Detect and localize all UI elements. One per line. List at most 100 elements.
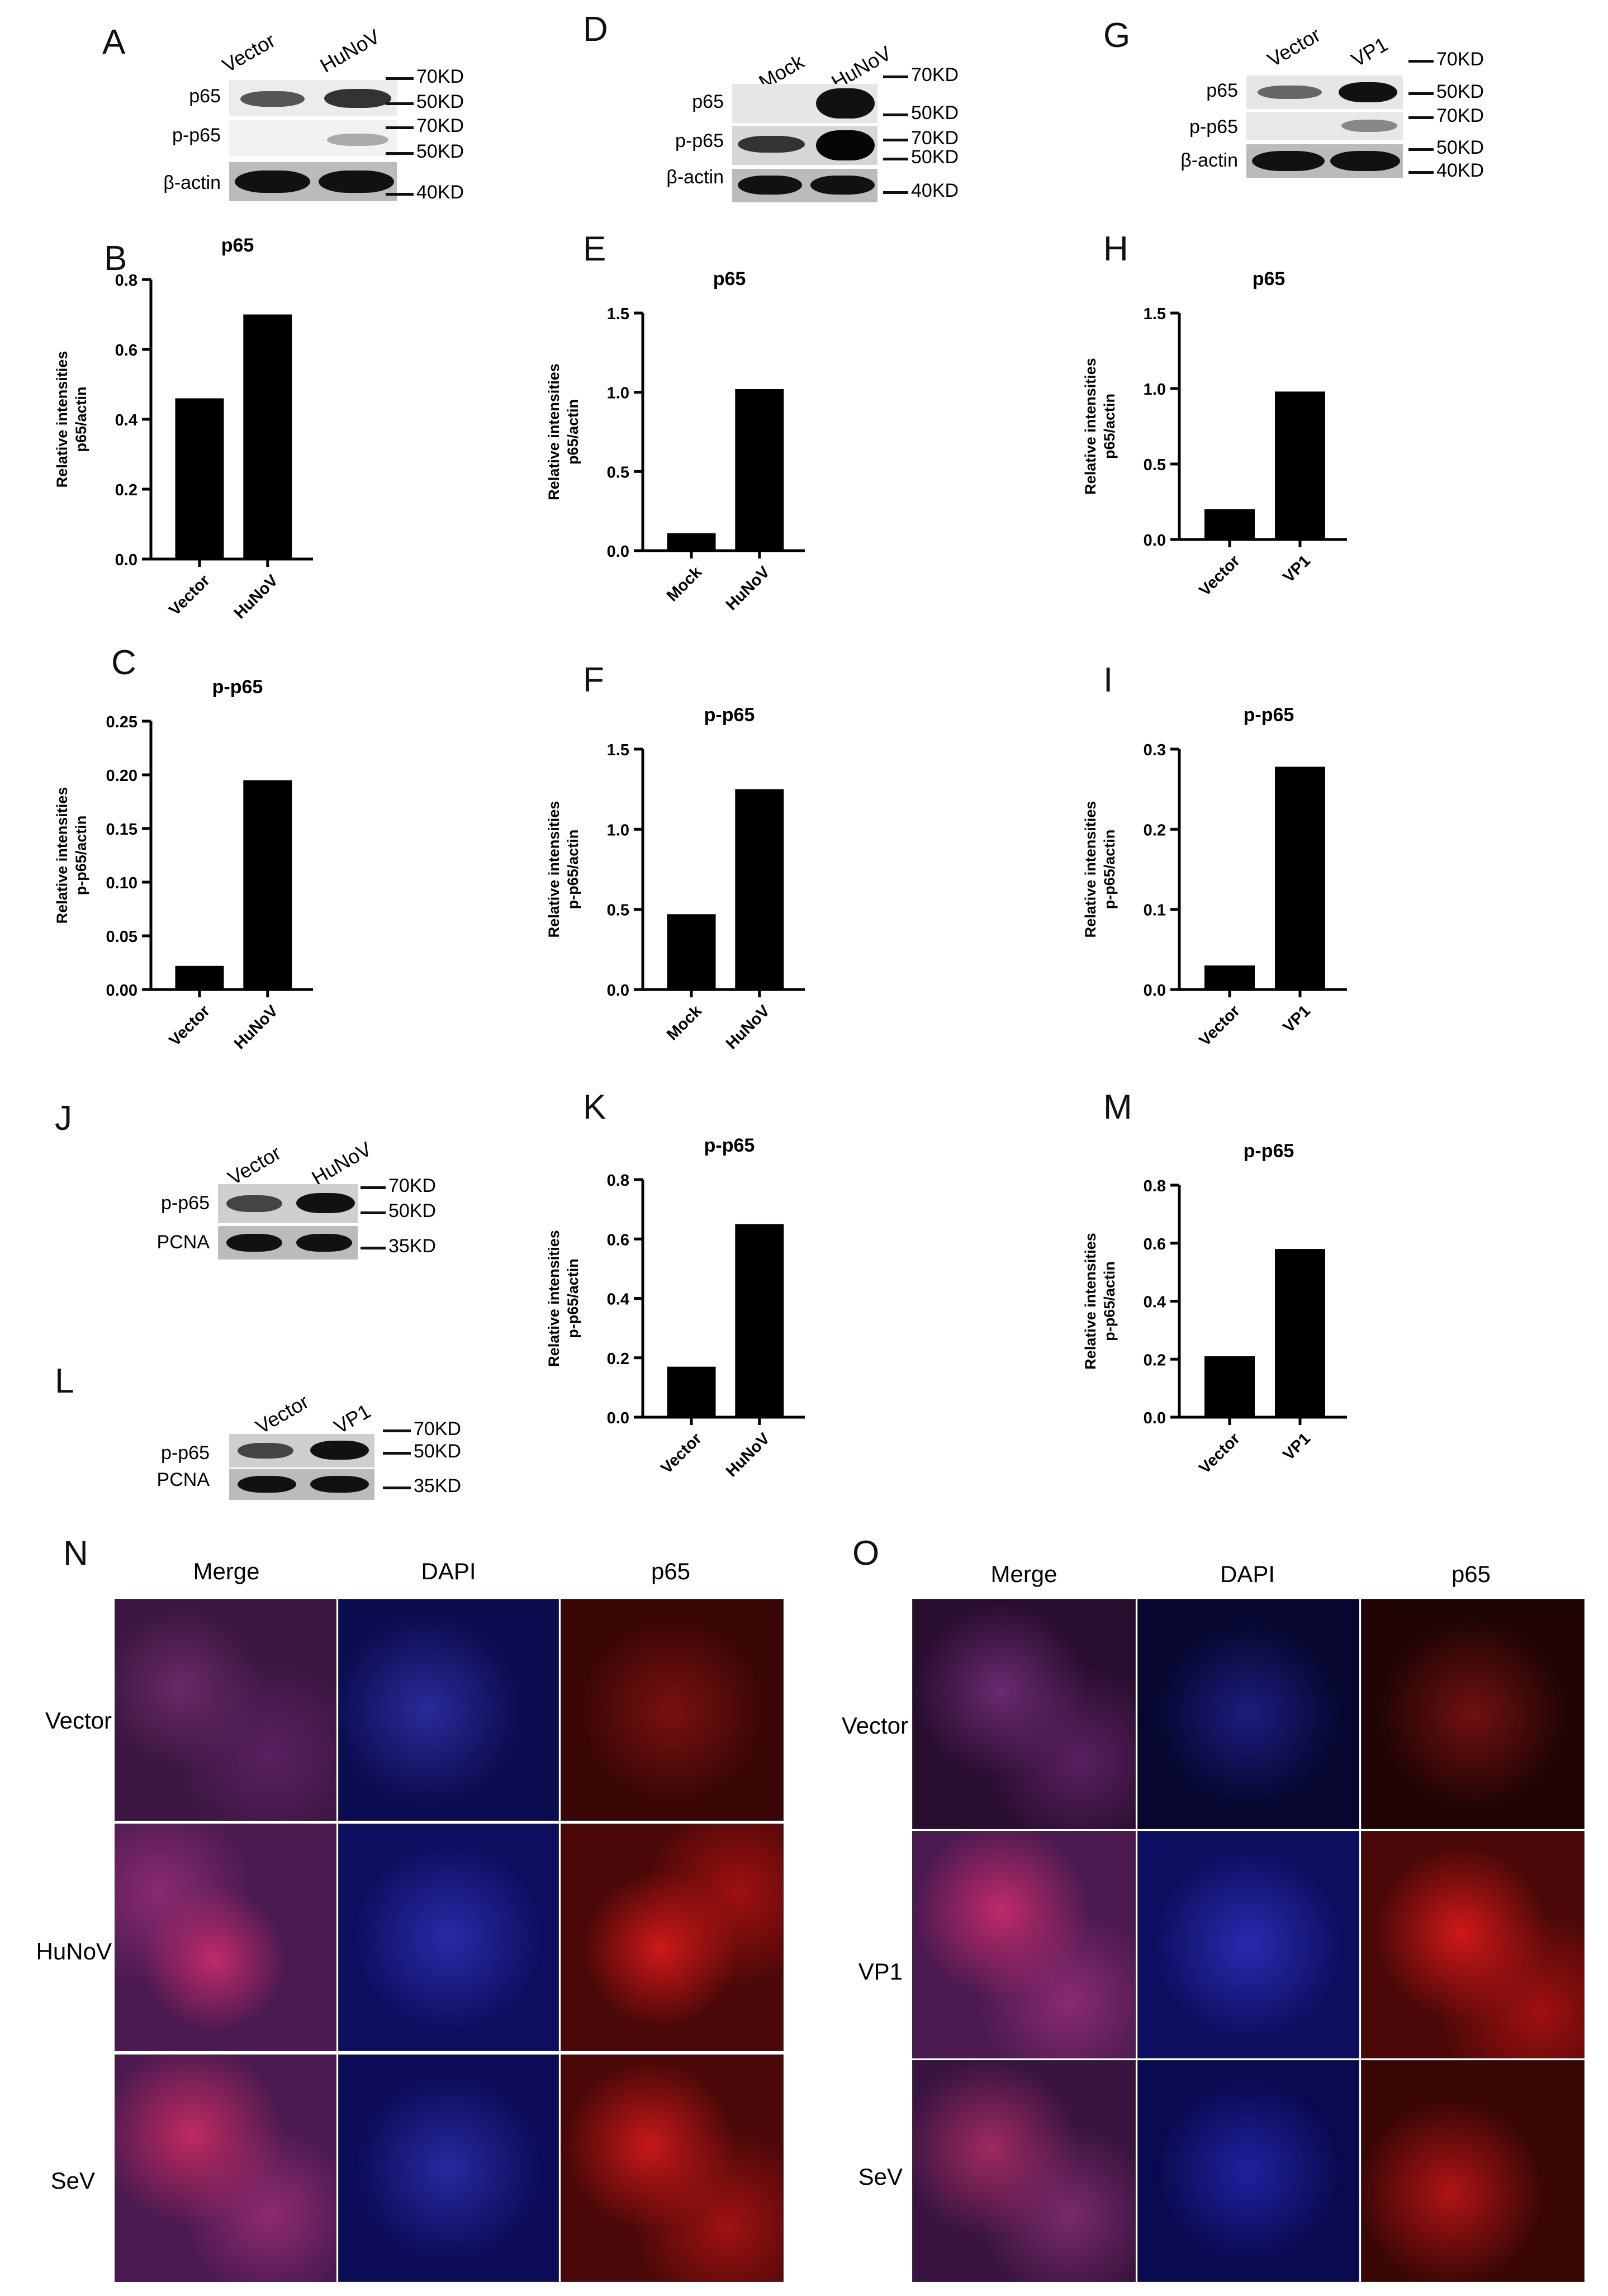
if-image-merge-sev <box>912 2060 1136 2282</box>
if-image-dapi-hunov <box>338 1824 559 2051</box>
row-label: p65 <box>1206 80 1238 101</box>
western-blot-g: Vector VP1 p65 p-p65 β-actin 70KD 50KD 7… <box>1163 11 1526 190</box>
if-image-p65-sev <box>561 2054 784 2282</box>
bar <box>243 780 292 990</box>
y-axis-label: p-p65/actin <box>565 830 581 910</box>
row-label: p-p65 <box>675 130 724 152</box>
bar <box>1204 1356 1255 1417</box>
y-tick-label: 1.5 <box>607 305 629 323</box>
column-header: Merge <box>193 1558 260 1584</box>
bar <box>735 389 784 551</box>
mw-marker: 50KD <box>416 141 464 162</box>
y-tick-label: 0.2 <box>115 481 137 499</box>
bar <box>1275 766 1325 990</box>
x-tick-label: HuNoV <box>723 1429 774 1480</box>
row-label: p-p65 <box>172 125 221 146</box>
y-tick-label: 0.6 <box>115 342 137 359</box>
y-axis-label: p65/actin <box>73 386 89 452</box>
lane-label: VP1 <box>330 1399 374 1438</box>
y-tick-label: 0.2 <box>1144 821 1166 839</box>
lane-label: HuNoV <box>307 1137 376 1190</box>
y-tick-label: 0.10 <box>106 874 137 892</box>
mw-marker: 70KD <box>911 127 959 149</box>
mw-marker: 50KD <box>911 146 959 168</box>
panel-label-a: A <box>102 23 126 61</box>
x-tick-label: HuNoV <box>723 1002 774 1053</box>
x-tick-label: Vector <box>166 1002 214 1049</box>
panel-label-j: J <box>55 1099 72 1138</box>
mw-marker: 70KD <box>414 1418 462 1440</box>
y-tick-label: 0.2 <box>1144 1351 1166 1369</box>
x-tick-label: Vector <box>658 1429 705 1477</box>
row-header: HuNoV <box>36 1938 112 1964</box>
chart-title: p-p65 <box>1244 704 1294 726</box>
panel-label-b: B <box>104 239 127 278</box>
mw-marker: 50KD <box>1436 137 1484 158</box>
row-label: β-actin <box>1180 150 1238 171</box>
if-image-p65-sev <box>1361 2060 1585 2282</box>
x-tick-label: HuNoV <box>231 1002 282 1053</box>
panel-label-h: H <box>1103 230 1128 268</box>
column-header: p65 <box>1451 1561 1491 1587</box>
if-image-p65-hunov <box>561 1824 784 2051</box>
y-axis-label: Relative intensities <box>1082 358 1099 495</box>
y-tick-label: 0.0 <box>1144 532 1166 550</box>
blot-strip <box>732 169 877 202</box>
row-label: p-p65 <box>161 1192 210 1214</box>
column-header: DAPI <box>421 1558 476 1584</box>
mw-marker: 40KD <box>416 182 464 203</box>
y-axis-label: Relative intensities <box>54 351 70 488</box>
y-tick-label: 0.5 <box>607 902 629 920</box>
row-label: p-p65 <box>161 1442 210 1464</box>
chart-title: p-p65 <box>212 676 263 698</box>
bar <box>1275 391 1325 539</box>
blot-strip <box>229 1469 374 1500</box>
bar <box>1275 1249 1325 1417</box>
y-tick-label: 0.3 <box>1144 741 1166 759</box>
lane-label: VP1 <box>1347 32 1392 72</box>
y-axis-label: Relative intensities <box>1082 1233 1099 1370</box>
column-header: DAPI <box>1220 1561 1275 1587</box>
y-tick-label: 0.8 <box>607 1172 629 1190</box>
panel-label-m: M <box>1103 1088 1132 1126</box>
bar <box>735 789 784 990</box>
row-label: PCNA <box>156 1469 210 1490</box>
if-image-merge-vp1 <box>912 1831 1136 2058</box>
if-image-dapi-sev <box>338 2054 559 2282</box>
y-tick-label: 0.0 <box>607 982 629 1000</box>
if-image-merge-vector <box>115 1599 336 1821</box>
if-image-dapi-vector <box>1137 1599 1359 1829</box>
if-image-merge-sev <box>115 2054 336 2282</box>
y-tick-label: 0.6 <box>1144 1235 1166 1253</box>
row-label: β-actin <box>666 167 724 188</box>
y-tick-label: 0.0 <box>607 1409 629 1427</box>
y-tick-label: 0.0 <box>1144 1409 1166 1427</box>
row-header: Vector <box>45 1707 112 1734</box>
y-axis-label: p-p65/actin <box>73 816 89 896</box>
row-label: β-actin <box>163 172 221 193</box>
mw-marker: 35KD <box>388 1235 437 1257</box>
panel-label-i: I <box>1103 661 1113 699</box>
x-tick-label: Vector <box>1196 1002 1244 1049</box>
x-tick-label: Vector <box>1196 1429 1244 1477</box>
y-axis-label: p65/actin <box>1101 394 1118 459</box>
if-image-merge-hunov <box>115 1824 336 2051</box>
row-header: VP1 <box>858 1958 903 1985</box>
x-tick-label: Vector <box>1196 552 1244 599</box>
panel-label-d: D <box>583 10 608 49</box>
bar <box>667 533 716 551</box>
bar <box>1204 965 1255 990</box>
y-axis-label: p-p65/actin <box>1101 830 1118 910</box>
mw-marker: 40KD <box>911 180 959 201</box>
mw-marker: 50KD <box>1436 81 1484 102</box>
mw-marker: 70KD <box>1436 105 1484 126</box>
if-image-dapi-sev <box>1137 2060 1359 2282</box>
western-blot-j: Vector HuNoV p-p65 PCNA 70KD 50KD 35KD <box>140 1107 475 1263</box>
western-blot-a: Vector HuNoV p65 p-p65 β-actin 70KD 50KD… <box>163 22 503 207</box>
bar <box>667 1366 716 1417</box>
row-label: p65 <box>189 86 221 107</box>
y-tick-label: 0.00 <box>106 982 137 1000</box>
chart-title: p-p65 <box>704 704 755 726</box>
y-tick-label: 0.15 <box>106 821 137 839</box>
row-header: SeV <box>50 2167 95 2194</box>
